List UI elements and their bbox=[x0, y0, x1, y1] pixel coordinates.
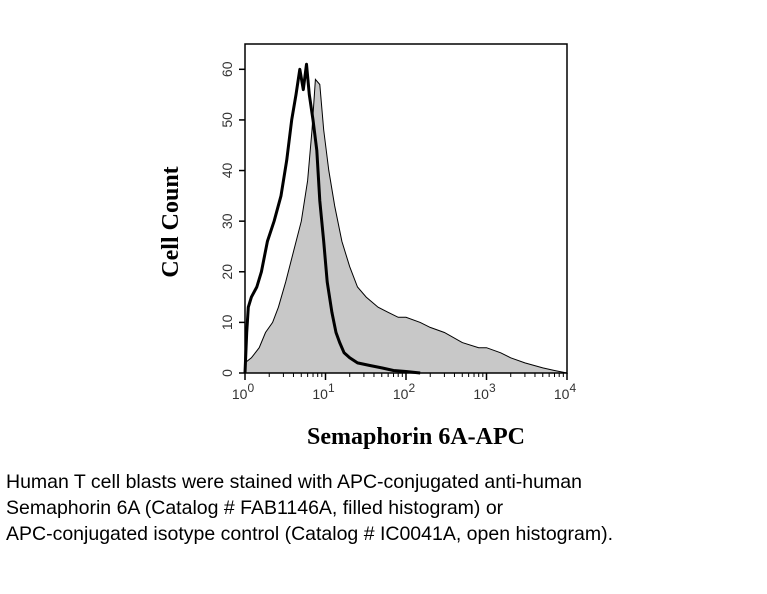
x-tick-label: 100 bbox=[232, 381, 255, 402]
y-tick-label: 40 bbox=[219, 163, 235, 179]
caption-line: Human T cell blasts were stained with AP… bbox=[6, 471, 582, 493]
figure-caption: Human T cell blasts were stained with AP… bbox=[6, 469, 761, 547]
x-tick-label: 101 bbox=[312, 381, 335, 402]
y-tick-label: 10 bbox=[219, 314, 235, 330]
x-axis-title: Semaphorin 6A-APC bbox=[307, 424, 525, 450]
x-tick-label: 104 bbox=[554, 381, 577, 402]
filled-histogram-series bbox=[244, 78, 568, 374]
x-tick-label: 103 bbox=[473, 381, 496, 402]
caption-line: Semaphorin 6A (Catalog # FAB1146A, fille… bbox=[6, 497, 504, 519]
caption-line: APC-conjugated isotype control (Catalog … bbox=[6, 523, 614, 545]
y-tick-label: 50 bbox=[219, 112, 235, 128]
y-tick-label: 30 bbox=[219, 213, 235, 229]
series-layer bbox=[243, 62, 568, 375]
y-axis-ticks: 0 10 20 30 40 50 60 bbox=[219, 61, 245, 377]
y-tick-label: 0 bbox=[219, 369, 235, 377]
x-axis-ticks: 100 101 102 103 104 bbox=[232, 373, 577, 402]
histogram-chart: 0 10 20 30 40 50 60 100 101 102 103 104 Cell Count… bbox=[158, 43, 577, 450]
open-histogram-series bbox=[243, 62, 421, 375]
y-axis-title: Cell Count bbox=[158, 166, 184, 277]
y-tick-label: 60 bbox=[219, 61, 235, 77]
x-tick-label: 102 bbox=[393, 381, 416, 402]
y-tick-label: 20 bbox=[219, 264, 235, 280]
